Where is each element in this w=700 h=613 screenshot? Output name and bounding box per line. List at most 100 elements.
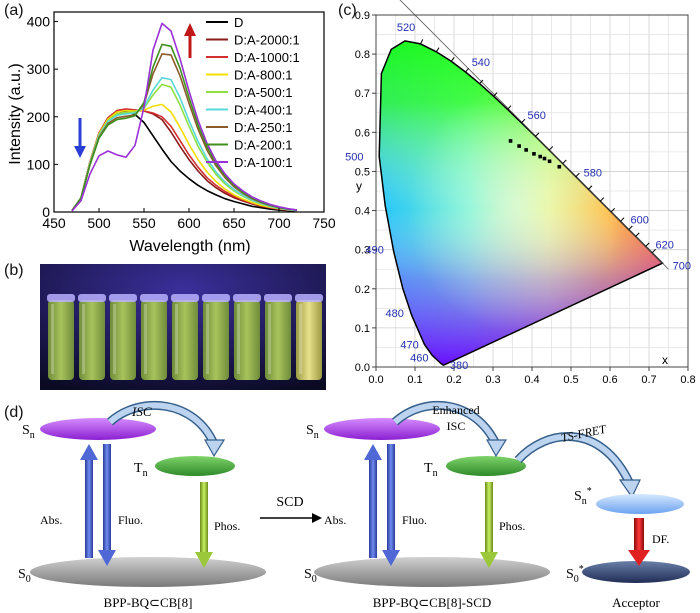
emission-spectra-chart: 450 500 550 600 650 700 750 0 100 200 300 400 Wavel… [7,11,335,255]
phos-label: Phos. [214,519,240,533]
y-tick-label-a: 0 [42,204,50,220]
x-tick-label-c: 0.0 [368,374,383,386]
tn-label-middle: Tn [424,461,438,479]
sn-label: Sn [22,423,35,441]
series-line-3 [71,103,298,212]
x-tick-label-a: 750 [312,215,335,231]
wavelength-label-520: 520 [397,22,415,34]
y-tick-label-a: 200 [27,109,51,125]
x-axis-label-a: Wavelength (nm) [129,238,250,255]
vial-4 [172,300,198,380]
sn-label-middle: Sn [306,423,319,441]
cie-point-1 [517,144,521,148]
wavelength-tick [651,248,656,254]
legend-entry-5: D:A-400:1 [234,103,293,118]
s0-star-label: S0* [566,564,584,585]
abs-arrow-middle [369,458,377,558]
vial-6 [234,300,260,380]
panel-label-c: (c) [338,2,357,19]
wavelength-tick [588,185,593,190]
wavelength-label-540: 540 [472,57,490,69]
fluo-label: Fluo. [118,513,143,527]
abs-label: Abs. [40,513,62,527]
vial-3 [141,300,167,380]
phos-arrow-middle [485,482,493,554]
scd-label: SCD [276,495,303,510]
diagram-right: Sn* S0* DF. Acceptor [566,486,690,610]
energy-transfer-diagram: Sn Tn S0 ISC Abs. Fluo. Phos. BPP-BQ⊂CB[… [18,400,690,610]
wavelength-tick [535,132,540,137]
y-tick-label-c: 0.0 [355,362,370,374]
tn-label: Tn [134,461,148,479]
tn-level-disk [155,456,235,476]
cie-point-3 [532,152,536,156]
x-tick-label-c: 0.3 [485,374,500,386]
cie-chromaticity-chart: 0.0 0.1 0.2 0.3 0.4 0.5 0.6 0.7 0.8 0.0 0.1 0.2 0.3 0… [345,0,696,386]
x-tick-label-a: 500 [87,215,111,231]
wavelength-tick [493,92,498,97]
sn-star-label: Sn* [574,486,592,507]
wavelength-tick [599,197,605,202]
y-tick-label-a: 100 [27,156,51,172]
y-tick-label-c: 0.8 [355,49,370,61]
wavelength-label-600: 600 [631,215,649,227]
y-tick-label-c: 0.6 [355,127,370,139]
wavelength-tick [620,217,625,222]
wavelength-tick [507,105,512,110]
legend-entry-7: D:A-200:1 [234,138,293,153]
vial-2 [110,300,136,380]
panel-label-d: (d) [4,404,24,421]
cie-point-4 [538,154,542,159]
diagram-left: Sn Tn S0 ISC Abs. Fluo. Phos. BPP-BQ⊂CB[… [18,400,266,610]
x-tick-label-c: 0.2 [446,374,461,386]
diagonal-line [399,0,669,270]
wavelength-label-580: 580 [584,168,602,180]
vial-0 [48,300,74,380]
s0-label: S0 [18,567,31,585]
wavelength-tick [435,47,440,53]
cie-point-6 [547,159,552,164]
phos-label-middle: Phos. [499,519,525,533]
sn-level-disk-middle [324,418,440,440]
x-tick-label-a: 650 [222,215,246,231]
legend-entry-2: D:A-1000:1 [234,50,300,65]
legend-entry-0: D [234,15,243,30]
wavelength-label-480: 480 [385,308,403,320]
wavelength-tick [521,118,526,124]
x-tick-label-c: 0.8 [680,374,695,386]
y-axis-label-c: y [356,179,362,193]
increase-arrow [184,23,196,58]
x-axis-label-c: x [662,353,668,367]
fluo-arrow-middle [387,444,395,552]
legend-entry-6: D:A-250:1 [234,120,293,135]
vial-1 [79,300,105,380]
vial-8 [296,300,322,380]
wavelength-tick [450,57,455,62]
wavelength-label-460: 460 [410,352,428,364]
x-tick-label-a: 550 [132,215,156,231]
x-tick-label-c: 0.6 [602,374,617,386]
y-tick-label-a: 300 [27,61,51,77]
y-axis-label-a: Intensity (a.u.) [7,63,24,164]
scd-arrow: SCD [260,495,322,523]
x-tick-label-a: 700 [267,215,291,231]
y-tick-label-c: 0.1 [355,323,370,335]
wavelength-tick [628,225,633,230]
cie-point-2 [524,148,528,152]
wavelength-tick [465,67,470,73]
tn-level-disk-middle [446,456,526,476]
fluo-label-middle: Fluo. [402,513,427,527]
wavelength-label-560: 560 [527,110,545,122]
df-label: DF. [652,532,669,546]
cie-point-0 [508,139,513,143]
isc-label: ISC [131,404,152,419]
series-line-8 [71,22,298,212]
panel-label-b: (b) [4,262,24,279]
diagram-middle: Sn Tn S0 Enhanced ISC Abs. Fluo. Phos. T… [304,400,641,610]
decrease-arrow [74,118,86,158]
phos-arrow [200,482,208,554]
wavelength-tick [420,39,424,45]
caption-right: Acceptor [612,595,660,610]
wavelength-tick [575,172,580,178]
legend-entry-1: D:A-2000:1 [234,33,300,48]
